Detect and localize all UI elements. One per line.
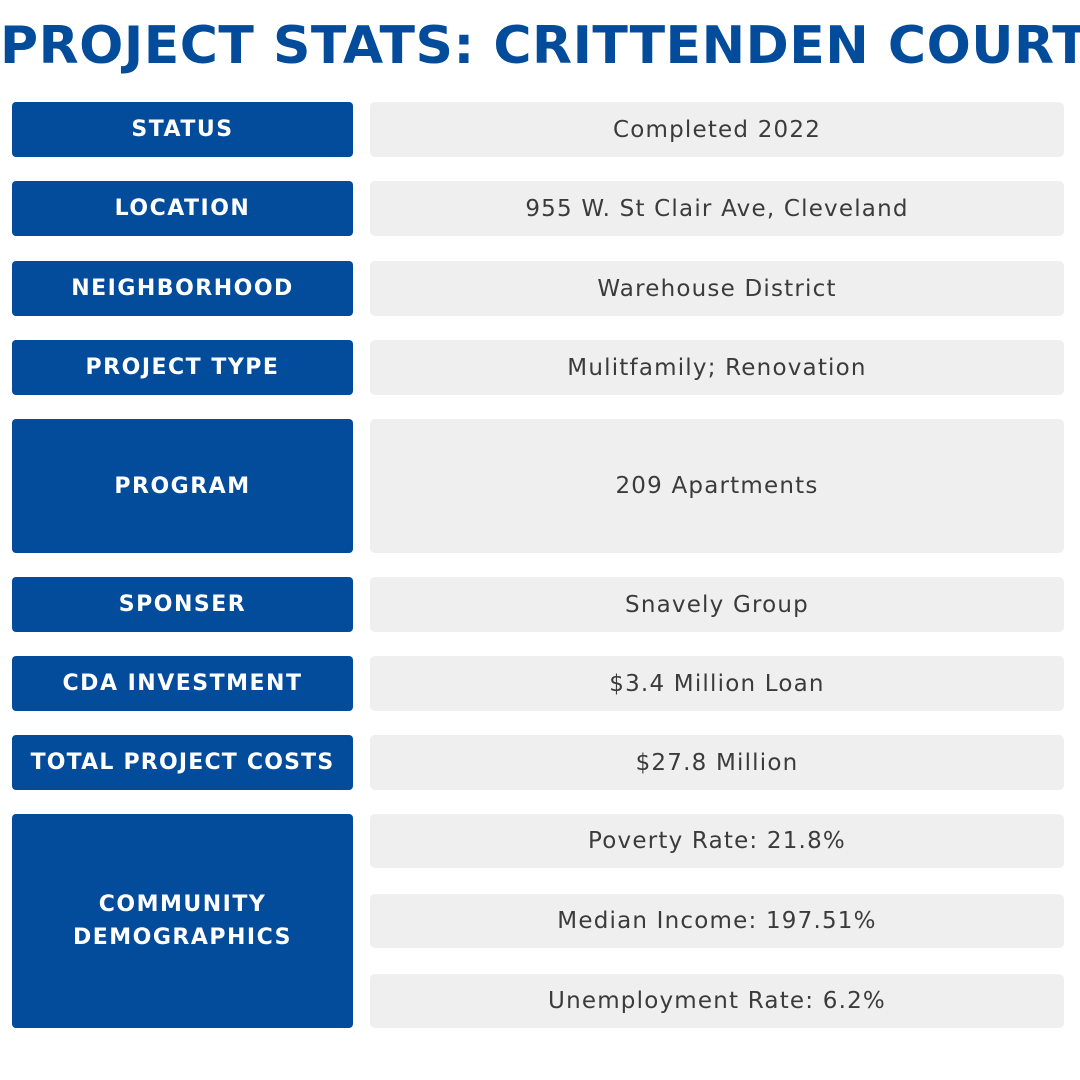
poverty-rate-value: Poverty Rate: 21.8% [370, 814, 1064, 868]
sponsor-value: Snavely Group [370, 577, 1064, 632]
cda-investment-value: $3.4 Million Loan [370, 656, 1064, 711]
total-project-costs-label: TOTAL PROJECT COSTS [12, 735, 353, 790]
community-demographics-line2: DEMOGRAPHICS [72, 925, 293, 950]
page-title: PROJECT STATS: CRITTENDEN COURT [0, 16, 1080, 76]
neighborhood-value: Warehouse District [370, 261, 1064, 316]
status-label: STATUS [12, 102, 353, 157]
program-label: PROGRAM [12, 419, 353, 553]
total-project-costs-value: $27.8 Million [370, 735, 1064, 790]
program-value: 209 Apartments [370, 419, 1064, 553]
project-type-label: PROJECT TYPE [12, 340, 353, 395]
location-label: LOCATION [12, 181, 353, 236]
community-demographics-label: COMMUNITY DEMOGRAPHICS [12, 814, 353, 1028]
unemployment-rate-value: Unemployment Rate: 6.2% [370, 974, 1064, 1028]
status-value: Completed 2022 [370, 102, 1064, 157]
location-value: 955 W. St Clair Ave, Cleveland [370, 181, 1064, 236]
neighborhood-label: NEIGHBORHOOD [12, 261, 353, 316]
cda-investment-label: CDA INVESTMENT [12, 656, 353, 711]
project-type-value: Mulitfamily; Renovation [370, 340, 1064, 395]
community-demographics-line1: COMMUNITY [98, 892, 267, 917]
median-income-value: Median Income: 197.51% [370, 894, 1064, 948]
sponsor-label: SPONSER [12, 577, 353, 632]
